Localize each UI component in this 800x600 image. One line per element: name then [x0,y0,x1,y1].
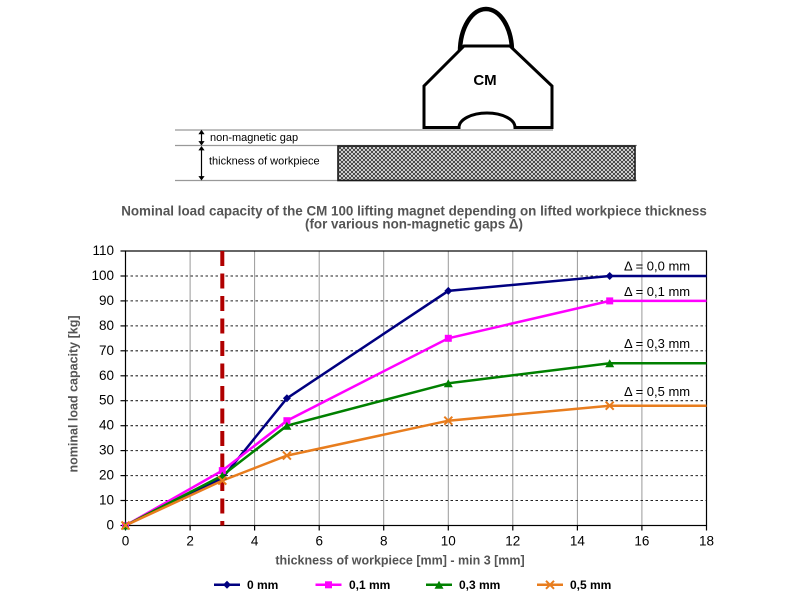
svg-text:70: 70 [99,343,114,358]
svg-text:2: 2 [186,534,194,549]
svg-text:CM: CM [473,72,496,89]
svg-text:6: 6 [315,534,323,549]
svg-text:nominal load capacity [kg]: nominal load capacity [kg] [67,316,81,473]
svg-text:Nominal load capacity of the C: Nominal load capacity of the CM 100 lift… [121,203,707,218]
svg-text:40: 40 [99,418,114,433]
svg-text:8: 8 [380,534,388,549]
svg-text:thickness of workpiece: thickness of workpiece [209,156,320,168]
svg-text:(for various non-magnetic gaps: (for various non-magnetic gaps Δ) [305,217,523,232]
svg-text:Δ = 0,3 mm: Δ = 0,3 mm [624,336,690,351]
svg-text:thickness of workpiece [mm] -: thickness of workpiece [mm] - min 3 [mm] [275,554,524,568]
svg-text:Δ = 0,1 mm: Δ = 0,1 mm [624,284,690,299]
svg-text:60: 60 [99,368,114,383]
svg-text:100: 100 [91,268,114,283]
svg-text:20: 20 [99,468,114,483]
svg-text:10: 10 [99,493,114,508]
svg-text:18: 18 [699,534,714,549]
svg-text:0,5 mm: 0,5 mm [570,578,611,592]
svg-text:12: 12 [505,534,520,549]
svg-text:16: 16 [634,534,649,549]
svg-text:0: 0 [106,518,114,533]
svg-text:30: 30 [99,443,114,458]
svg-text:0 mm: 0 mm [247,578,278,592]
svg-text:0: 0 [122,534,130,549]
svg-text:10: 10 [441,534,456,549]
svg-text:110: 110 [92,243,114,258]
svg-text:Δ = 0,0 mm: Δ = 0,0 mm [624,259,690,274]
svg-text:4: 4 [251,534,259,549]
svg-text:14: 14 [570,534,586,549]
svg-text:0,3 mm: 0,3 mm [459,578,500,592]
svg-text:80: 80 [99,318,114,333]
svg-text:Δ = 0,5 mm: Δ = 0,5 mm [624,384,690,399]
svg-text:0,1 mm: 0,1 mm [349,578,390,592]
svg-text:50: 50 [99,393,114,408]
svg-text:non-magnetic gap: non-magnetic gap [210,132,298,144]
svg-text:90: 90 [99,293,114,308]
